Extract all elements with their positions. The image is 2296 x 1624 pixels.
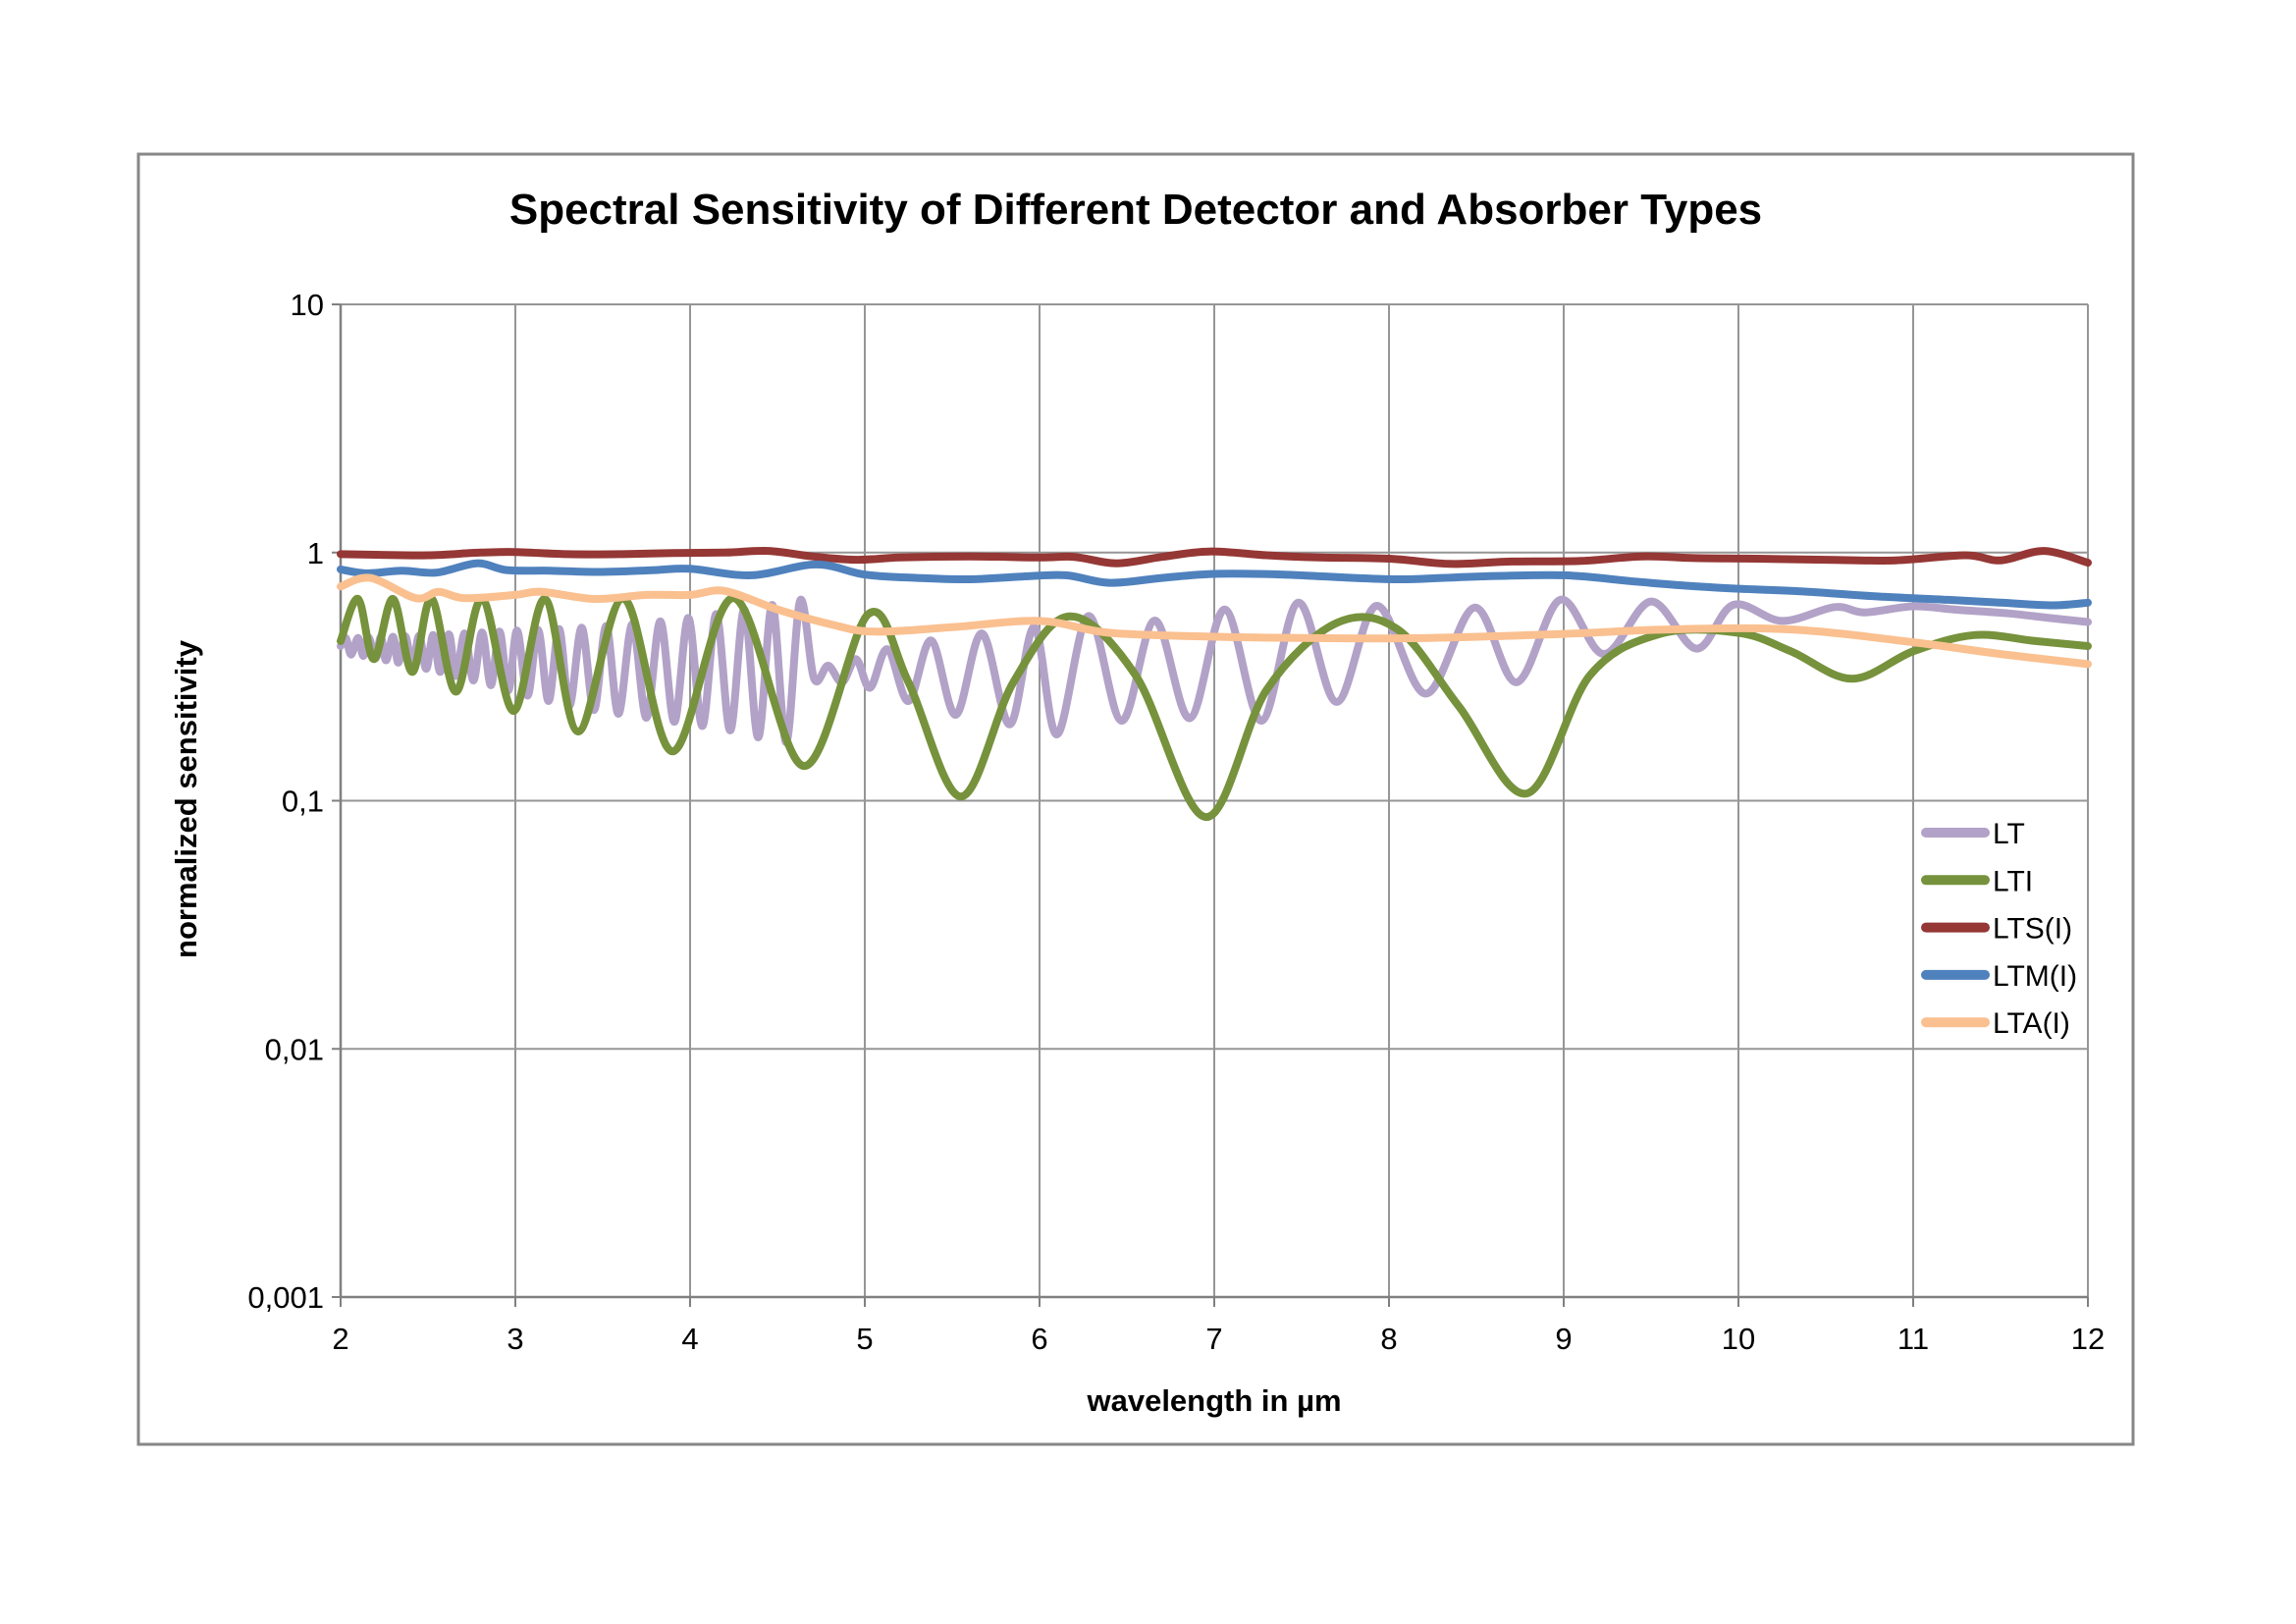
legend-item-lt: LT [1921, 818, 2025, 850]
x-tick-label-12: 12 [2071, 1322, 2105, 1356]
x-tick-label-8: 8 [1380, 1322, 1397, 1356]
y-tick-label-0,1: 0,1 [282, 785, 324, 819]
axes [332, 303, 2089, 1307]
legend-label-ltai: LTA(I) [1993, 1007, 2070, 1040]
legend-item-ltsi: LTS(I) [1921, 913, 2072, 946]
series-lines [337, 546, 2092, 822]
y-axis-title: normalized sensitivity [169, 639, 203, 958]
legend-label-ltmi: LTM(I) [1993, 960, 2077, 993]
x-tick-label-3: 3 [507, 1322, 523, 1356]
series-line-ltmi [337, 559, 2092, 610]
y-tick-label-0,01: 0,01 [265, 1032, 324, 1066]
x-tick-label-10: 10 [1722, 1322, 1755, 1356]
series-line-ltai [337, 573, 2092, 669]
x-tick-label-6: 6 [1031, 1322, 1047, 1356]
y-tick-label-10: 10 [291, 288, 324, 322]
x-tick-label-7: 7 [1205, 1322, 1222, 1356]
legend-label-lt: LT [1993, 818, 2025, 850]
series-line-lti [337, 594, 2092, 822]
y-tick-label-0,001: 0,001 [247, 1280, 324, 1315]
x-tick-label-11: 11 [1897, 1322, 1929, 1356]
chart-title: Spectral Sensitivity of Different Detect… [509, 186, 1762, 234]
chart-border [136, 152, 2135, 1446]
legend-item-ltai: LTA(I) [1921, 1007, 2070, 1040]
legend-label-lti: LTI [1993, 865, 2033, 897]
x-tick-label-2: 2 [332, 1322, 348, 1356]
legend-item-ltmi: LTM(I) [1921, 960, 2077, 993]
x-tick-label-4: 4 [681, 1322, 698, 1356]
x-axis-title: wavelength in µm [1086, 1383, 1341, 1418]
tick-labels: 2 3 4 5 6 7 8 9 10 11 12 10 1 0,1 0,01 0,001 [247, 288, 2105, 1356]
legend-label-ltsi: LTS(I) [1993, 913, 2072, 946]
x-tick-label-5: 5 [856, 1322, 873, 1356]
series-line-ltsi [337, 546, 2092, 568]
legend-item-lti: LTI [1921, 865, 2033, 897]
y-tick-label-1: 1 [307, 536, 324, 570]
legend: LT LTI LTS(I) LTM(I) LTA(I) [1921, 818, 2077, 1040]
x-tick-label-9: 9 [1555, 1322, 1572, 1356]
